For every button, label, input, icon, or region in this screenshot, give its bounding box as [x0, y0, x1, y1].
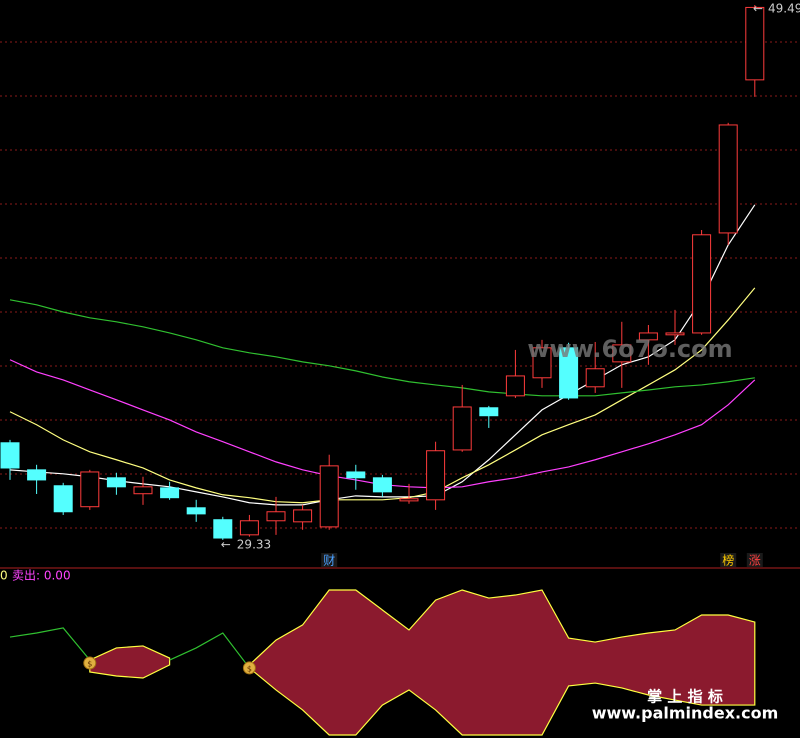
indicator-line	[169, 632, 250, 669]
candle-body	[293, 509, 313, 523]
candle-body	[27, 469, 47, 481]
signal-band	[248, 589, 756, 736]
candle-body	[160, 487, 180, 499]
signal-icon	[83, 656, 97, 670]
candle-body	[612, 344, 632, 363]
signal-icon-mark: $	[87, 660, 92, 669]
candle-body	[745, 6, 765, 81]
badge	[720, 553, 737, 567]
candle-body	[186, 507, 206, 515]
candle-body	[532, 347, 552, 379]
left-label: 0	[0, 569, 8, 583]
signal-icon-mark: $	[247, 664, 252, 673]
badge	[321, 553, 338, 567]
candle-body	[213, 519, 233, 539]
candle-body	[718, 124, 738, 234]
candle-body	[559, 347, 579, 399]
candle-body	[80, 471, 100, 508]
candle-body	[479, 407, 499, 417]
signal-band	[89, 645, 171, 679]
arrow: ←	[753, 2, 763, 16]
candle-body	[0, 442, 20, 469]
high-label: 49.49	[768, 2, 800, 16]
candle-body	[426, 450, 446, 501]
signal-icon	[242, 661, 256, 675]
annotation: 涨	[749, 553, 761, 568]
indicator-line	[9, 627, 91, 661]
candle-body	[505, 375, 525, 397]
indicator-label: 卖出: 0.00	[12, 569, 71, 583]
ma-line	[9, 299, 755, 397]
watermark: 掌 上 指 标	[647, 688, 723, 706]
watermark: www.palmindex.com	[592, 704, 779, 723]
candle-body	[399, 498, 419, 502]
candle-body	[372, 477, 392, 493]
badge	[746, 553, 763, 567]
candle-body	[452, 406, 472, 451]
candle-body	[266, 511, 286, 522]
candle-body	[346, 471, 366, 479]
low-label: 29.33	[237, 537, 271, 551]
candle-body	[585, 368, 605, 388]
candle-body	[638, 332, 658, 341]
candle-body	[106, 477, 126, 488]
candle-body	[53, 485, 73, 513]
candle-body	[319, 465, 339, 528]
candle-body	[133, 486, 153, 495]
candle-body	[692, 234, 712, 334]
annotation: 财	[323, 554, 335, 568]
watermark: www.6o7o.com	[527, 335, 732, 363]
candle-body	[665, 332, 685, 336]
arrow: ←	[221, 537, 231, 551]
candle-body	[239, 520, 259, 536]
ma-line	[9, 287, 756, 504]
annotation: 榜	[722, 553, 734, 568]
